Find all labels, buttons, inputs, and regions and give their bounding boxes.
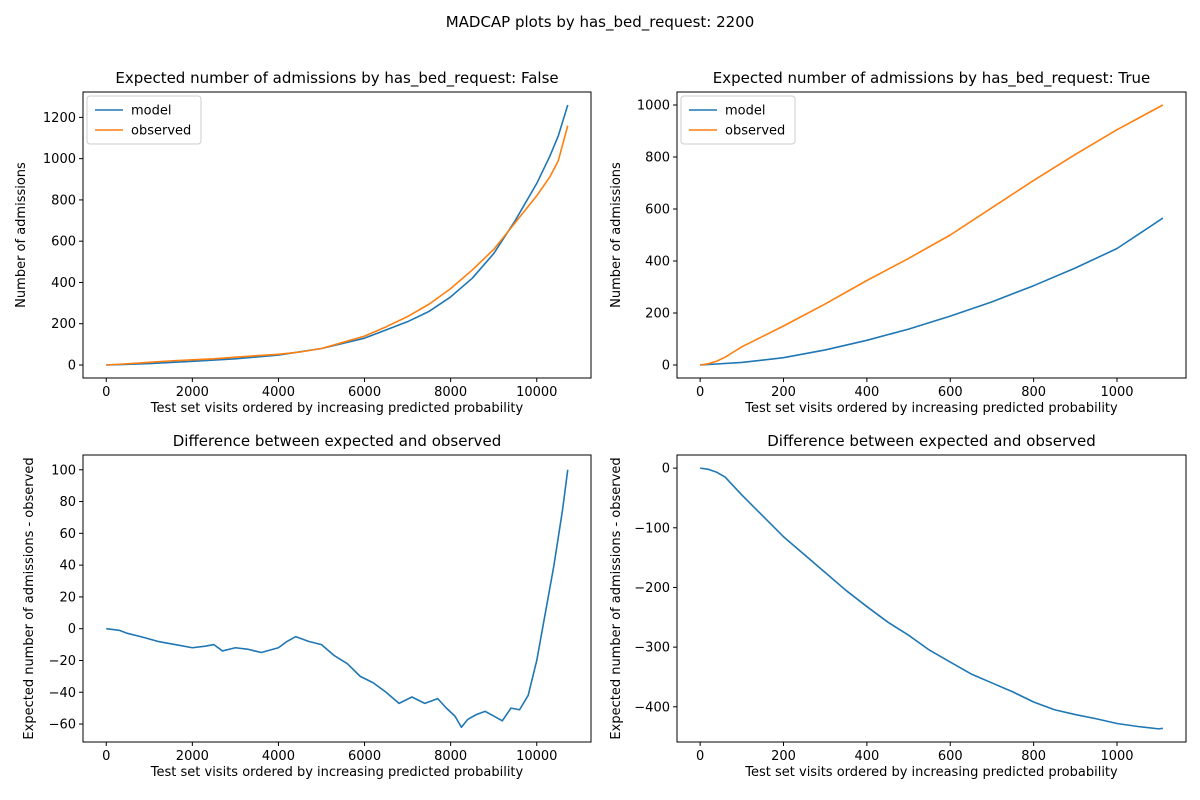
chart3-axes-frame [676, 454, 1187, 743]
chart3-x-tick-label: 400 [854, 749, 879, 764]
chart0-x-tick-label: 10000 [516, 385, 557, 400]
chart0-y-tick-label: 0 [68, 359, 76, 374]
chart0-y-axis-label: Number of admissions [14, 162, 29, 308]
chart3-x-tick-label: 1000 [1100, 749, 1133, 764]
chart1-x-tick-label: 0 [696, 385, 704, 400]
chart2-y-tick-label: 40 [59, 559, 76, 574]
chart2-title: Difference between expected and observed [173, 432, 502, 450]
chart1-x-tick-label: 800 [1021, 385, 1046, 400]
chart3-x-axis-label: Test set visits ordered by increasing pr… [744, 765, 1118, 780]
figure-title: MADCAP plots by has_bed_request: 2200 [446, 13, 755, 32]
chart1-x-tick-label: 1000 [1100, 385, 1133, 400]
chart2-y-axis-label: Expected number of admissions - observed [22, 457, 37, 739]
chart0-legend-label-observed: observed [131, 124, 191, 139]
chart3-difference-line [700, 467, 1163, 730]
panel-bottom-left: Difference between expected and observed… [22, 432, 592, 780]
chart0-y-tick-label: 200 [51, 317, 76, 332]
chart1-legend [680, 95, 796, 145]
chart0-x-tick-label: 4000 [262, 385, 295, 400]
chart3-title: Difference between expected and observed [767, 432, 1096, 450]
chart2-x-tick-label: 6000 [348, 749, 381, 764]
chart2-y-tick-label: 60 [59, 527, 76, 542]
chart2-x-tick-label: 4000 [262, 749, 295, 764]
chart1-y-tick-label: 200 [645, 307, 670, 322]
chart0-x-tick-label: 0 [102, 385, 110, 400]
chart0-y-tick-label: 1200 [43, 111, 76, 126]
chart1-y-tick-label: 1000 [637, 99, 670, 114]
chart2-difference-line [106, 469, 569, 729]
chart2-x-tick-label: 8000 [434, 749, 467, 764]
chart0-x-tick-label: 8000 [434, 385, 467, 400]
chart1-x-tick-label: 400 [854, 385, 879, 400]
chart0-y-tick-label: 600 [51, 235, 76, 250]
chart1-x-tick-label: 200 [771, 385, 796, 400]
chart3-x-tick-label: 800 [1021, 749, 1046, 764]
chart0-legend-label-model: model [131, 104, 171, 119]
panel-top-right: Expected number of admissions by has_bed… [609, 69, 1187, 416]
chart0-y-tick-label: 800 [51, 193, 76, 208]
chart1-y-tick-label: 0 [662, 359, 670, 374]
chart2-x-axis-label: Test set visits ordered by increasing pr… [150, 765, 524, 780]
chart1-model-line [700, 217, 1164, 366]
chart1-y-tick-label: 600 [645, 203, 670, 218]
chart1-axes-frame [676, 91, 1187, 379]
chart2-y-tick-label: −40 [49, 686, 76, 701]
chart0-legend [86, 95, 202, 145]
chart1-x-tick-label: 600 [938, 385, 963, 400]
chart1-title: Expected number of admissions by has_bed… [713, 69, 1151, 88]
chart3-x-tick-label: 0 [696, 749, 704, 764]
panel-bottom-right: Difference between expected and observed… [609, 432, 1187, 780]
chart1-legend-label-observed: observed [725, 124, 785, 139]
chart3-y-tick-label: −100 [634, 521, 670, 536]
chart2-axes-frame [82, 454, 592, 743]
chart1-y-axis-label: Number of admissions [609, 162, 624, 308]
chart3-x-tick-label: 200 [771, 749, 796, 764]
chart3-y-tick-label: −200 [634, 581, 670, 596]
chart3-y-tick-label: −400 [634, 700, 670, 715]
chart3-y-tick-label: −300 [634, 641, 670, 656]
chart1-y-tick-label: 800 [645, 151, 670, 166]
chart1-x-axis-label: Test set visits ordered by increasing pr… [744, 401, 1118, 416]
chart2-y-tick-label: 100 [51, 463, 76, 478]
chart0-x-tick-label: 2000 [176, 385, 209, 400]
chart2-y-tick-label: −20 [49, 654, 76, 669]
chart2-y-tick-label: 20 [59, 590, 76, 605]
chart3-y-tick-label: 0 [662, 462, 670, 477]
chart2-x-tick-label: 2000 [176, 749, 209, 764]
chart1-legend-label-model: model [725, 104, 765, 119]
chart2-x-tick-label: 0 [102, 749, 110, 764]
chart2-y-tick-label: 80 [59, 495, 76, 510]
chart2-y-tick-label: 0 [68, 622, 76, 637]
panel-top-left: Expected number of admissions by has_bed… [14, 69, 592, 416]
chart1-y-tick-label: 400 [645, 255, 670, 270]
chart0-y-tick-label: 400 [51, 276, 76, 291]
chart0-axes-frame [82, 91, 592, 379]
chart3-x-tick-label: 600 [938, 749, 963, 764]
chart0-title: Expected number of admissions by has_bed… [115, 69, 558, 88]
chart2-x-tick-label: 10000 [516, 749, 557, 764]
chart0-observed-line [106, 125, 569, 366]
chart2-y-tick-label: −60 [49, 718, 76, 733]
chart1-observed-line [700, 104, 1164, 366]
chart0-x-axis-label: Test set visits ordered by increasing pr… [150, 401, 524, 416]
chart0-y-tick-label: 1000 [43, 152, 76, 167]
chart3-y-axis-label: Expected number of admissions - observed [609, 457, 624, 739]
chart0-model-line [106, 104, 569, 366]
chart0-x-tick-label: 6000 [348, 385, 381, 400]
